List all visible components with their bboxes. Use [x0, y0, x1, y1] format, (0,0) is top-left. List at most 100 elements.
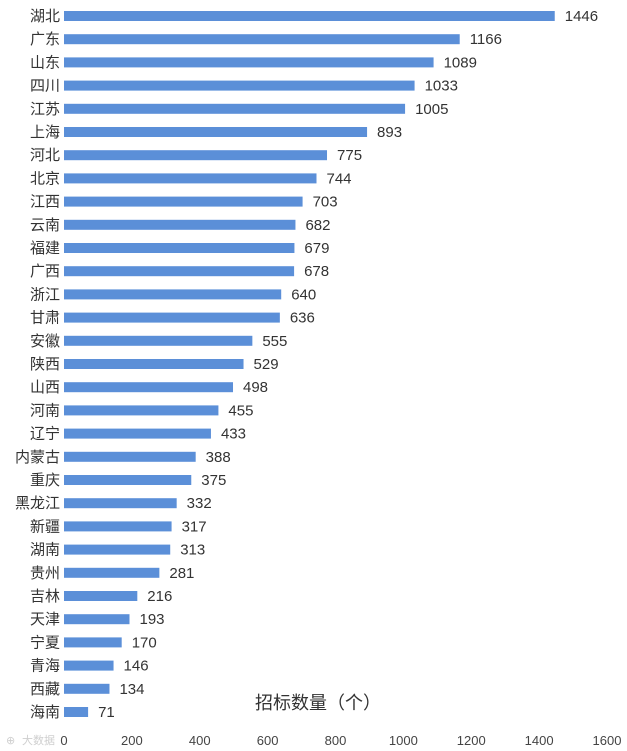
bar-27	[64, 614, 130, 625]
category-label: 安徽	[30, 332, 60, 350]
category-label: 湖南	[30, 541, 60, 559]
bar-11	[64, 243, 295, 253]
value-label: 313	[180, 542, 205, 559]
bar-2	[64, 34, 460, 45]
value-label: 678	[304, 263, 329, 280]
category-label: 辽宁	[30, 425, 60, 443]
value-label: 134	[119, 681, 144, 698]
x-tick-label: 1000	[389, 733, 418, 748]
watermark: ⊕ 大数据	[6, 733, 55, 747]
bar-23	[64, 521, 172, 532]
category-labels-group: 湖北广东山东四川江苏上海河北北京江西云南福建广西浙江甘肃安徽陕西山西河南辽宁内蒙…	[15, 7, 60, 721]
category-label: 广东	[30, 30, 60, 48]
value-label: 679	[304, 240, 329, 257]
bar-15	[64, 335, 253, 346]
category-label: 江西	[30, 193, 60, 211]
bar-31	[64, 707, 89, 717]
value-label: 1033	[425, 78, 458, 95]
value-label: 375	[201, 472, 226, 489]
x-tick-label: 1600	[593, 733, 622, 748]
bar-10	[64, 219, 296, 230]
value-label: 703	[313, 194, 338, 211]
x-tick-label: 1200	[457, 733, 486, 748]
value-label: 682	[305, 217, 330, 234]
value-labels-group: 1446 1166 1089 1033 1005 893 775 744 703 682 679 67…	[98, 8, 598, 721]
x-axis-title: 招标数量（个）	[255, 693, 381, 714]
value-label: 281	[169, 565, 194, 582]
bar-4	[64, 80, 415, 91]
category-label: 海南	[30, 703, 60, 721]
category-label: 山西	[30, 378, 60, 396]
category-label: 天津	[30, 610, 60, 628]
category-label: 青海	[30, 657, 60, 675]
value-label: 529	[254, 356, 279, 373]
bar-14	[64, 312, 280, 323]
category-label: 浙江	[30, 285, 60, 303]
value-label: 332	[187, 495, 212, 512]
value-label: 71	[98, 704, 115, 721]
bar-1	[64, 11, 555, 21]
bar-13	[64, 289, 282, 300]
bar-20	[64, 451, 196, 462]
value-label: 775	[337, 147, 362, 164]
bar-24	[64, 544, 171, 555]
category-label: 云南	[30, 216, 60, 234]
value-label: 1005	[415, 101, 448, 118]
value-label: 388	[206, 449, 231, 466]
value-label: 893	[377, 124, 402, 141]
x-tick-label: 200	[121, 733, 143, 748]
bar-7	[64, 150, 328, 161]
value-label: 216	[147, 588, 172, 605]
value-label: 1089	[444, 54, 477, 71]
x-tick-label: 600	[257, 733, 279, 748]
bar-12	[64, 266, 295, 277]
bar-28	[64, 637, 122, 648]
bars-group	[64, 11, 555, 717]
category-label: 四川	[30, 77, 60, 95]
category-label: 上海	[30, 123, 60, 141]
x-axis-ticks-group: 0 200 400 600 800 1000 1200 1400 1600	[60, 733, 621, 748]
category-label: 甘肃	[30, 309, 60, 327]
value-label: 1446	[565, 8, 598, 25]
value-label: 317	[182, 518, 207, 535]
category-label: 新疆	[30, 517, 60, 535]
bar-25	[64, 567, 160, 578]
value-label: 455	[228, 402, 253, 419]
x-tick-label: 800	[325, 733, 347, 748]
category-label: 黑龙江	[15, 494, 60, 512]
bar-29	[64, 660, 114, 671]
bar-16	[64, 359, 244, 369]
x-tick-label: 0	[60, 733, 67, 748]
category-label: 吉林	[30, 587, 60, 605]
bar-21	[64, 475, 192, 485]
value-label: 640	[291, 286, 316, 303]
category-label: 内蒙古	[15, 448, 60, 466]
bar-6	[64, 127, 368, 137]
value-label: 498	[243, 379, 268, 396]
value-label: 433	[221, 426, 246, 443]
category-label: 河北	[30, 146, 60, 164]
category-label: 江苏	[30, 100, 60, 118]
category-label: 陕西	[30, 355, 60, 373]
category-label: 福建	[30, 239, 60, 257]
category-label: 广西	[30, 262, 60, 280]
category-label: 宁夏	[30, 633, 60, 651]
value-label: 744	[326, 170, 351, 187]
bar-9	[64, 196, 303, 207]
category-label: 河南	[30, 401, 60, 419]
bar-26	[64, 591, 138, 601]
category-label: 湖北	[30, 7, 60, 25]
bar-5	[64, 103, 406, 114]
category-label: 贵州	[30, 564, 60, 582]
bar-30	[64, 683, 110, 694]
value-label: 555	[262, 333, 287, 350]
watermark-logo-icon: ⊕	[6, 734, 15, 747]
value-label: 146	[124, 658, 149, 675]
bar-18	[64, 405, 219, 416]
bar-22	[64, 498, 177, 509]
bar-3	[64, 57, 434, 68]
bar-19	[64, 428, 211, 439]
x-tick-label: 400	[189, 733, 211, 748]
value-label: 1166	[470, 31, 502, 48]
